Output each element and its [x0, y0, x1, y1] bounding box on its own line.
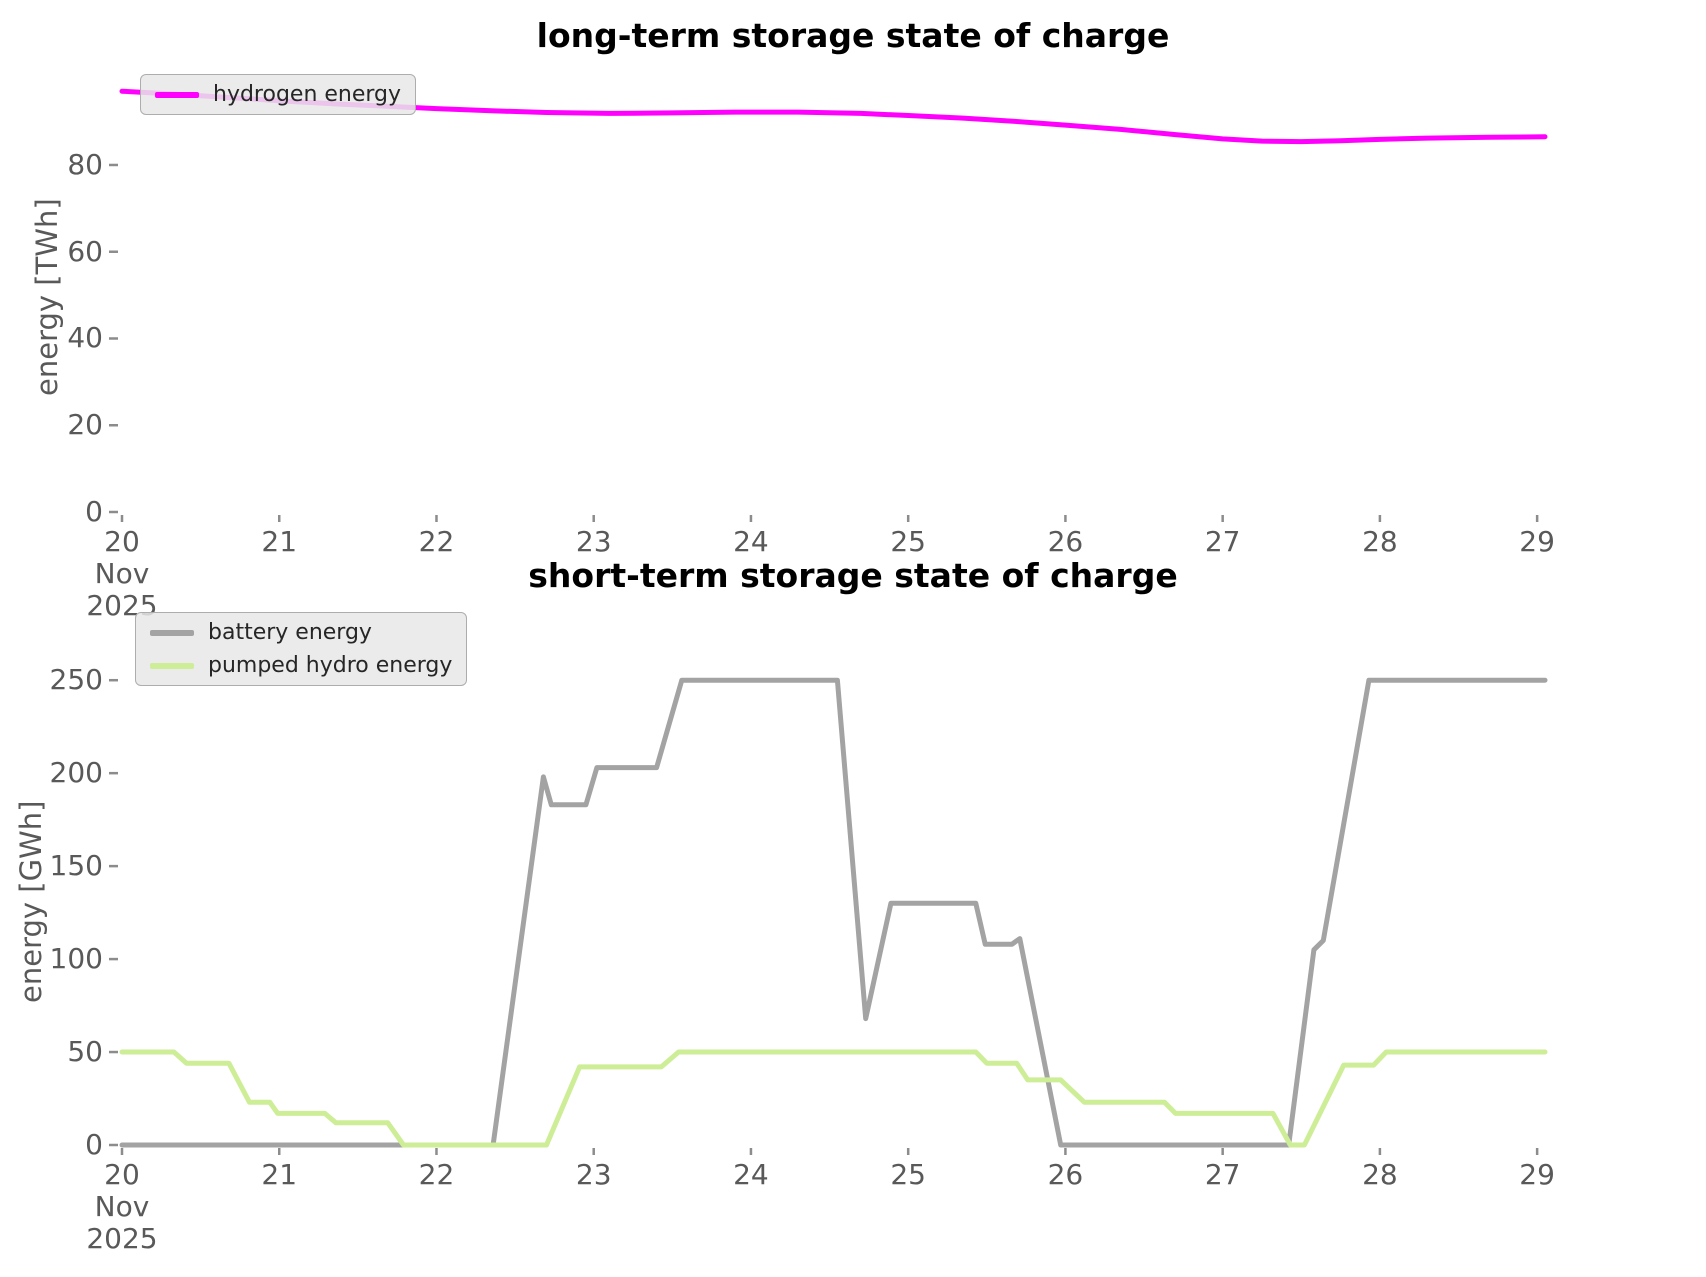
- x-tick-label: 28: [1362, 1158, 1398, 1191]
- y-tick-label: 40: [67, 321, 103, 355]
- long-term-chart-title: long-term storage state of charge: [536, 16, 1170, 55]
- y-tick-label: 50: [67, 1034, 103, 1068]
- x-tick-label: 29: [1519, 1158, 1555, 1191]
- x-tick-label: 26: [1047, 525, 1084, 558]
- legend-entry: pumped hydro energy: [150, 653, 452, 678]
- short-term-storage-state-of-charge-legend: battery energy pumped hydro energy: [135, 612, 468, 686]
- x-tick-label: 22: [418, 525, 455, 558]
- long-term-storage-state-of-charge-legend: hydrogen energy: [140, 74, 417, 115]
- y-tick-label: 0: [85, 1127, 103, 1161]
- x-tick-label: 21: [261, 525, 298, 558]
- x-tick-label: 27: [1204, 525, 1241, 558]
- battery-energy-line: [119, 677, 1548, 1148]
- legend-label: battery energy: [208, 620, 372, 645]
- battery-energy-legend-swatch: [150, 629, 194, 636]
- x-tick-label: 25: [890, 525, 927, 558]
- pumped-hydro-energy-line: [119, 1049, 1548, 1148]
- x-tick-sublabel: Nov: [94, 557, 150, 591]
- x-tick-sublabel: Nov: [94, 1190, 150, 1224]
- x-tick-label: 21: [261, 1158, 298, 1191]
- x-tick-label: 24: [733, 1158, 769, 1191]
- x-tick-label: 25: [890, 1158, 927, 1191]
- x-tick-label: 20 Nov 2025: [86, 525, 158, 623]
- legend-label: pumped hydro energy: [208, 653, 453, 678]
- x-tick-label: 27: [1204, 1158, 1241, 1191]
- y-tick-label: 20: [67, 408, 103, 442]
- y-tick-label: 150: [49, 849, 103, 883]
- x-tick-label: 23: [575, 525, 612, 558]
- x-tick-label: 23: [575, 1158, 612, 1191]
- x-tick-sublabel: 2025: [86, 1222, 158, 1256]
- y-tick-label: 0: [85, 494, 103, 528]
- x-tick-label: 20 Nov 2025: [86, 1158, 158, 1256]
- legend-label: hydrogen energy: [213, 82, 402, 107]
- x-tick-label: 28: [1362, 525, 1398, 558]
- x-tick-label: 24: [733, 525, 769, 558]
- short-term-chart-title: short-term storage state of charge: [528, 556, 1178, 595]
- pumped-hydro-energy-legend-swatch: [150, 662, 194, 669]
- x-tick-label: 22: [418, 1158, 455, 1191]
- y-tick-label: 60: [67, 234, 103, 268]
- x-tick-label: 29: [1519, 525, 1555, 558]
- legend-entry: battery energy: [150, 620, 452, 645]
- y-tick-label: 100: [49, 941, 103, 975]
- legend-entry: hydrogen energy: [155, 82, 401, 107]
- y-tick-label: 200: [49, 756, 103, 790]
- hydrogen-energy-legend-swatch: [155, 91, 199, 98]
- x-tick-label: 26: [1047, 1158, 1084, 1191]
- y-tick-label: 250: [49, 663, 103, 697]
- y-tick-label: 80: [67, 147, 103, 181]
